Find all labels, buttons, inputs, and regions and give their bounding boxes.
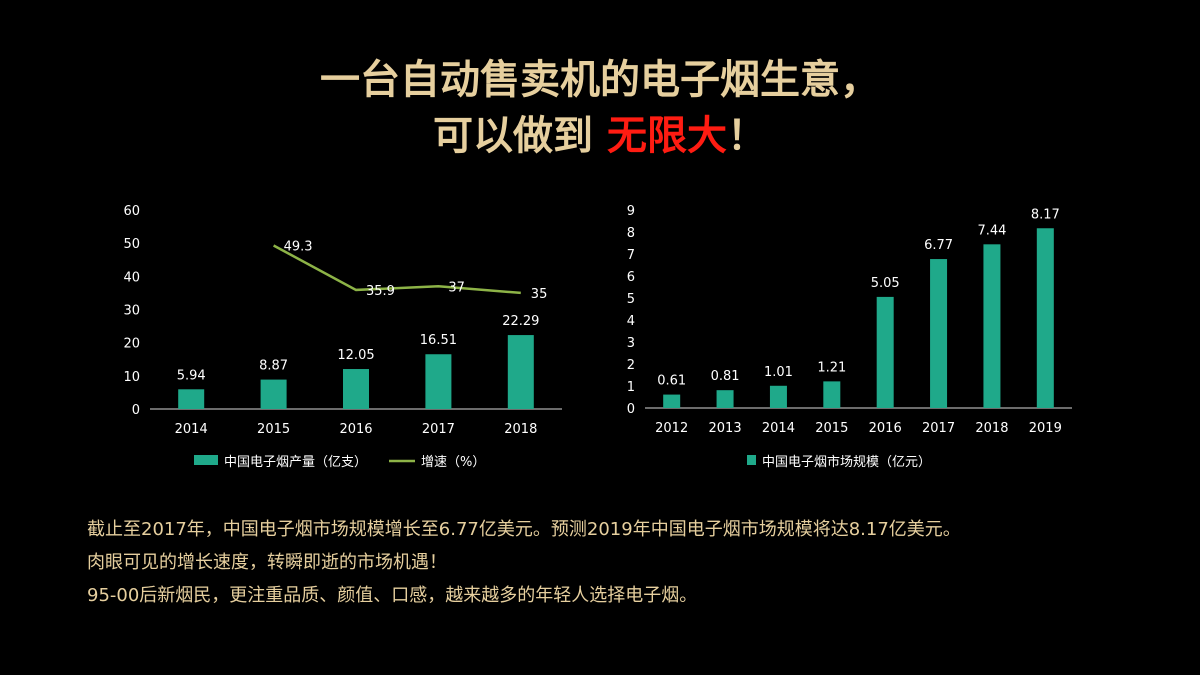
- bar: [876, 296, 894, 408]
- x-tick-label: 2018: [504, 422, 537, 437]
- x-tick-label: 2016: [869, 421, 902, 436]
- growth-line: [273, 244, 521, 295]
- bar: [823, 381, 841, 408]
- bar: [716, 390, 734, 408]
- bar: [769, 385, 787, 408]
- x-tick-label: 2014: [762, 421, 795, 436]
- x-tick-label: 2018: [975, 421, 1008, 436]
- bar: [260, 379, 287, 409]
- bar: [507, 335, 534, 409]
- x-tick-label: 2012: [655, 421, 688, 436]
- y-tick-label: 8: [627, 226, 635, 241]
- x-tick-label: 2013: [709, 421, 742, 436]
- x-tick-label: 2016: [339, 422, 372, 437]
- y-tick-label: 3: [627, 336, 635, 351]
- y-tick-label: 0: [627, 402, 635, 417]
- y-tick-label: 7: [627, 248, 635, 263]
- x-tick-label: 2015: [257, 422, 290, 437]
- bar: [425, 354, 452, 409]
- bar: [663, 394, 681, 408]
- y-tick-label: 60: [123, 204, 140, 219]
- x-tick-label: 2015: [815, 421, 848, 436]
- line-value-label: 35.9: [366, 284, 395, 299]
- y-tick-label: 4: [627, 314, 635, 329]
- x-tick-label: 2014: [175, 422, 208, 437]
- y-tick-label: 6: [627, 270, 635, 285]
- bar-value-label: 7.44: [977, 223, 1006, 238]
- bar-value-label: 6.77: [924, 238, 953, 253]
- legend-label: 中国电子烟市场规模（亿元）: [762, 454, 931, 470]
- y-tick-label: 20: [123, 337, 140, 352]
- bar: [983, 244, 1001, 408]
- bar-value-label: 8.87: [259, 359, 288, 374]
- legend-label: 中国电子烟产量（亿支）: [224, 455, 367, 470]
- x-tick-label: 2017: [922, 421, 955, 436]
- line-value-label: 49.3: [284, 239, 313, 254]
- headline-highlight: 无限大: [606, 113, 727, 159]
- bar-value-label: 8.17: [1031, 207, 1060, 222]
- market-size-chart: 0 1 2 3 4 5 6 7 8 9 2012 2013 2014 2015 2016 2017 2018 20…: [627, 204, 1072, 470]
- paragraph-young-users: 95-00后新烟民，更注重品质、颜值、口感，越来越多的年轻人选择电子烟。: [87, 585, 698, 606]
- x-tick-label: 2017: [422, 422, 455, 437]
- y-tick-label: 40: [123, 270, 140, 285]
- bar-value-label: 1.21: [817, 360, 846, 375]
- paragraph-market-forecast: 截止至2017年，中国电子烟市场规模增长至6.77亿美元。预测2019年中国电子…: [87, 519, 961, 540]
- bar-value-label: 5.94: [177, 368, 206, 383]
- y-tick-label: 9: [627, 204, 635, 219]
- paragraph-opportunity: 肉眼可见的增长速度，转瞬即逝的市场机遇！: [87, 552, 447, 573]
- line-value-label: 37: [448, 280, 465, 295]
- production-chart: 0 10 20 30 40 50 60 2014 2015 2016 2017 2018 5.94 8.8…: [123, 204, 562, 470]
- bar-value-label: 22.29: [502, 314, 539, 329]
- headline-line-2: 可以做到 无限大！: [0, 108, 1200, 164]
- legend-label: 增速（%）: [421, 455, 485, 470]
- y-tick-label: 30: [123, 304, 140, 319]
- y-tick-label: 10: [123, 370, 140, 385]
- bar-value-label: 0.61: [657, 374, 686, 389]
- bar: [178, 389, 205, 409]
- headline-line-1: 一台自动售卖机的电子烟生意，: [320, 57, 880, 103]
- bar: [343, 369, 369, 409]
- y-tick-label: 1: [627, 380, 635, 395]
- bar-value-label: 16.51: [420, 333, 457, 348]
- y-tick-label: 50: [123, 237, 140, 252]
- bar-value-label: 12.05: [337, 348, 374, 363]
- bar-value-label: 1.01: [764, 365, 793, 380]
- bar: [1036, 228, 1054, 408]
- x-tick-label: 2019: [1029, 421, 1062, 436]
- bar-value-label: 0.81: [711, 369, 740, 384]
- legend-swatch-bar: [747, 455, 756, 465]
- bar-value-label: 5.05: [871, 276, 900, 291]
- line-value-label: 35: [531, 287, 548, 302]
- bar: [930, 259, 948, 408]
- headline-prefix: 可以做到: [433, 113, 594, 159]
- headline-suffix: ！: [726, 113, 767, 159]
- legend-swatch-bar: [194, 455, 218, 465]
- y-tick-label: 5: [627, 292, 635, 307]
- y-tick-label: 0: [132, 403, 140, 418]
- y-tick-label: 2: [627, 358, 635, 373]
